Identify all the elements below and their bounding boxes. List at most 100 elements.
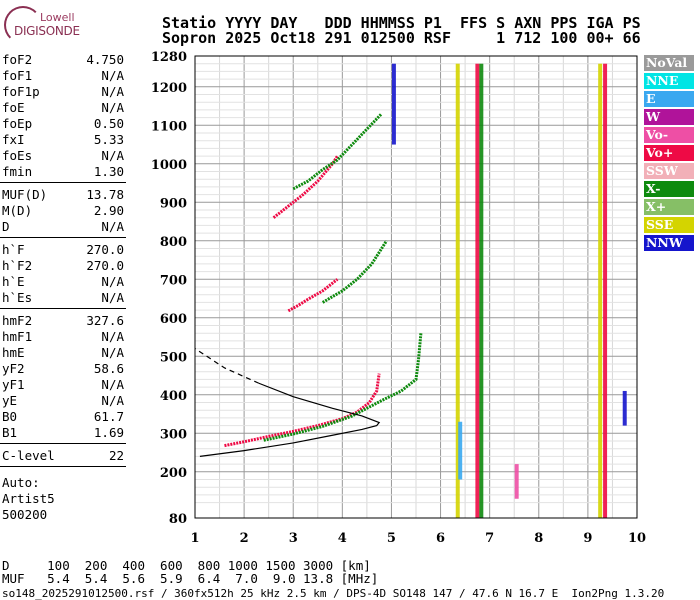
- param-row-hf: h`F 270.0: [2, 242, 124, 258]
- param-row-yf2: yF2 58.6: [2, 361, 124, 377]
- interference-band: [391, 63, 396, 145]
- y-tick-label: 700: [160, 273, 187, 288]
- param-value: N/A: [101, 377, 124, 392]
- param-value: 0.50: [93, 116, 124, 131]
- echo-trace: [292, 112, 383, 191]
- param-value: 1.69: [93, 425, 124, 440]
- artist-version: 500200: [2, 507, 48, 522]
- param-key: hmE: [2, 345, 25, 360]
- x-tick-label: 8: [534, 531, 543, 546]
- param-key: foF1: [2, 68, 33, 83]
- y-tick-label: 400: [160, 389, 187, 404]
- echo-trace: [272, 155, 339, 219]
- interference-band: [455, 63, 460, 518]
- logo-arc: [4, 6, 42, 44]
- logo-lowell: Lowell: [40, 11, 75, 24]
- echo-trace: [263, 333, 423, 442]
- param-value: N/A: [101, 329, 124, 344]
- x-tick-label: 6: [436, 531, 445, 546]
- param-value: N/A: [101, 100, 124, 115]
- param-value: 58.6: [93, 361, 124, 376]
- param-key: yE: [2, 393, 18, 408]
- param-key: C-level: [2, 448, 55, 463]
- x-tick-label: 9: [583, 531, 592, 546]
- param-row-clevel: C-level 22: [2, 448, 124, 464]
- param-value: 327.6: [86, 313, 124, 328]
- param-key: foF1p: [2, 84, 40, 99]
- legend-item-xplus: X+: [644, 199, 694, 215]
- x-tick-label: 5: [387, 531, 396, 546]
- param-key: MUF(D): [2, 187, 48, 202]
- param-row-fof2: foF2 4.750: [2, 52, 124, 68]
- y-tick-label: 600: [160, 312, 187, 327]
- param-key: yF1: [2, 377, 25, 392]
- y-tick-label: 1100: [151, 119, 187, 134]
- param-value: N/A: [101, 393, 124, 408]
- header-line-2: Sopron 2025 Oct18 291 012500 RSF 1 712 1…: [162, 29, 641, 47]
- x-tick-label: 2: [240, 531, 249, 546]
- param-key: fxI: [2, 132, 25, 147]
- param-separator: [0, 182, 126, 183]
- param-value: 5.33: [93, 132, 124, 147]
- param-row-hes: h`Es N/A: [2, 290, 124, 306]
- interference-band: [598, 63, 603, 518]
- param-value: N/A: [101, 148, 124, 163]
- param-row-foep: foEp 0.50: [2, 116, 124, 132]
- param-key: D: [2, 219, 10, 234]
- param-key: B0: [2, 409, 18, 424]
- param-value: N/A: [101, 290, 124, 305]
- logo-digisonde: DIGISONDE: [14, 24, 80, 38]
- y-tick-label: 1200: [151, 81, 187, 96]
- plot-frame: [194, 55, 638, 519]
- param-row-he: h`E N/A: [2, 274, 124, 290]
- legend-item-vominus: Vo-: [644, 127, 694, 143]
- param-row-yf1: yF1 N/A: [2, 377, 124, 393]
- param-row-hme: hmE N/A: [2, 345, 124, 361]
- param-value: 22: [108, 448, 124, 463]
- param-key: h`Es: [2, 290, 33, 305]
- y-tick-label: 1280: [151, 50, 187, 65]
- source-info: so148_2025291012500.rsf / 360fx512h 25 k…: [2, 587, 665, 600]
- y-tick-label: 800: [160, 235, 187, 250]
- y-tick-label: 500: [160, 350, 187, 365]
- param-separator: [0, 308, 126, 309]
- param-separator: [0, 237, 126, 238]
- param-value: 1.30: [93, 164, 124, 179]
- param-value: 2.90: [93, 203, 124, 218]
- y-tick-label: 900: [160, 196, 187, 211]
- x-tick-label: 4: [338, 531, 347, 546]
- param-key: h`F2: [2, 258, 33, 273]
- legend-item-w: W: [644, 109, 694, 125]
- param-value: N/A: [101, 219, 124, 234]
- profile-solid: [199, 382, 381, 457]
- interference-band: [603, 63, 608, 518]
- param-key: yF2: [2, 361, 25, 376]
- param-key: fmin: [2, 164, 33, 179]
- auto-label: Auto:: [2, 475, 40, 490]
- legend-item-nne: NNE: [644, 73, 694, 89]
- param-key: foF2: [2, 52, 33, 67]
- param-value: N/A: [101, 68, 124, 83]
- param-value: N/A: [101, 274, 124, 289]
- param-row-hmf1: hmF1 N/A: [2, 329, 124, 345]
- legend-item-sse: SSE: [644, 217, 694, 233]
- param-row-fof1: foF1 N/A: [2, 68, 124, 84]
- footer-muf-row: MUF 5.4 5.4 5.6 5.9 6.4 7.0 9.0 13.8 [MH…: [2, 571, 379, 586]
- y-tick-label: 200: [160, 466, 187, 481]
- param-row-ye: yE N/A: [2, 393, 124, 409]
- param-row-fmin: fmin 1.30: [2, 164, 124, 180]
- interference-band: [479, 63, 484, 518]
- param-row-foes: foEs N/A: [2, 148, 124, 164]
- param-row-fxi: fxI 5.33: [2, 132, 124, 148]
- param-row-hmf2: hmF2 327.6: [2, 313, 124, 329]
- param-key: foE: [2, 100, 25, 115]
- param-row-d: D N/A: [2, 219, 124, 235]
- legend-item-nnw: NNW: [644, 235, 694, 251]
- param-key: hmF2: [2, 313, 33, 328]
- param-row-mufd: MUF(D) 13.78: [2, 187, 124, 203]
- x-tick-label: 10: [628, 531, 646, 546]
- legend-item-ssw: SSW: [644, 163, 694, 179]
- param-separator: [0, 466, 126, 467]
- legend-item-xminus: X-: [644, 181, 694, 197]
